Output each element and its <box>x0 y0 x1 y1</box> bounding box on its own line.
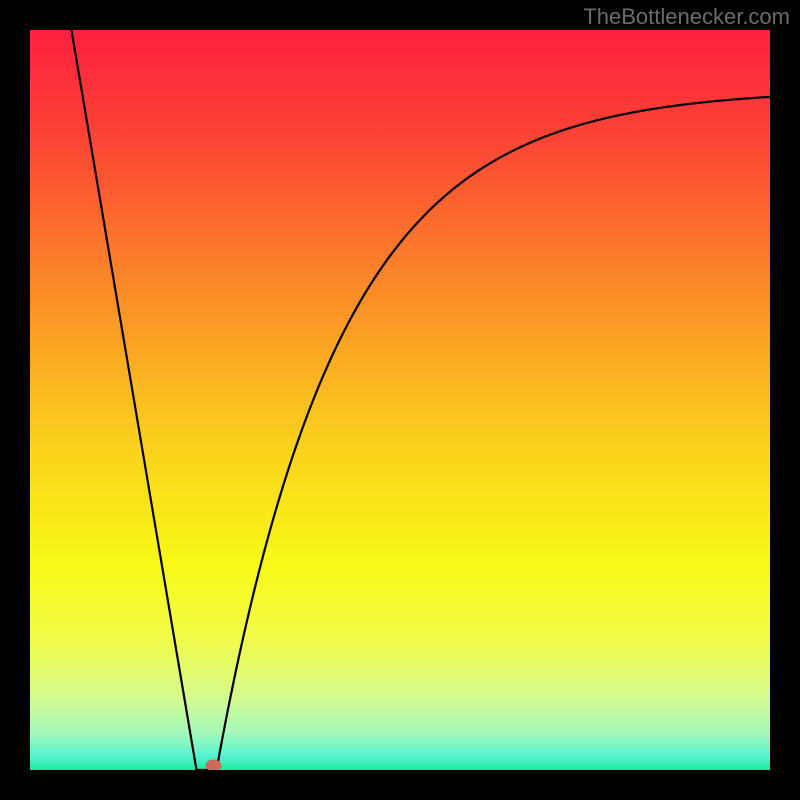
chart-container: TheBottlenecker.com <box>0 0 800 800</box>
watermark-text: TheBottlenecker.com <box>583 4 790 30</box>
plot-area <box>30 30 770 770</box>
curve-layer <box>30 30 770 770</box>
bottleneck-curve <box>71 30 770 770</box>
